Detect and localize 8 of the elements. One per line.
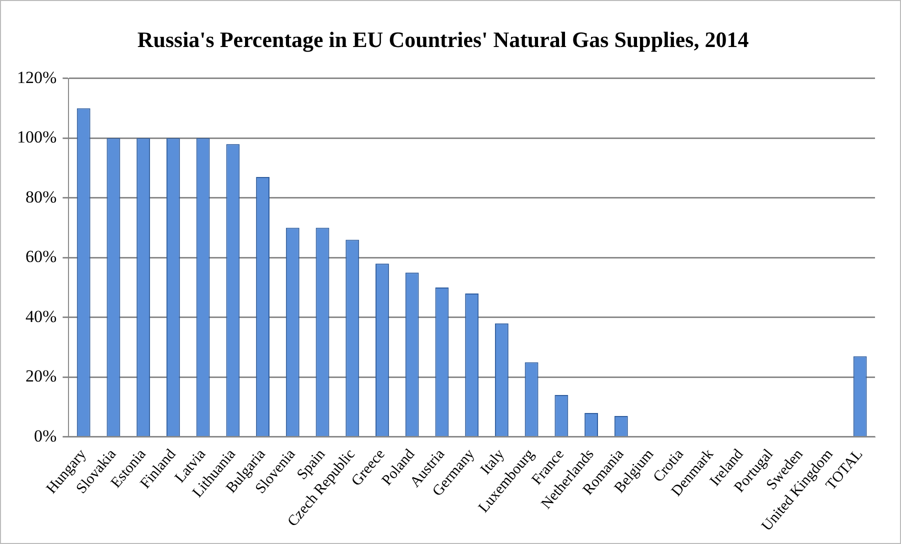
y-tick-label: 20% <box>25 366 57 386</box>
chart-title: Russia's Percentage in EU Countries' Natural Gas Supplies, 2014 <box>137 26 749 52</box>
y-tick-label: 0% <box>34 426 57 446</box>
y-tick-label: 60% <box>25 247 57 266</box>
y-tick-label: 100% <box>16 128 57 147</box>
y-tick-label: 80% <box>25 187 57 206</box>
y-tick-label: 120% <box>16 68 57 87</box>
y-tick-label: 40% <box>25 306 57 326</box>
